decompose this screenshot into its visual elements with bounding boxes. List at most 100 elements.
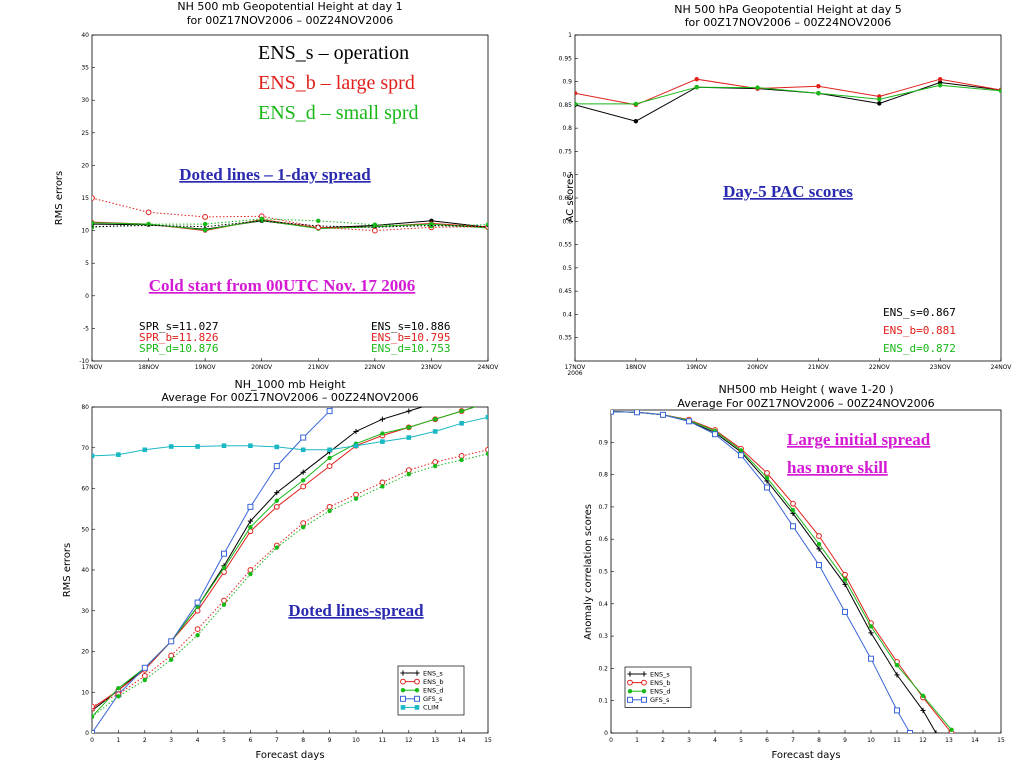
data-point	[247, 503, 254, 510]
data-point	[300, 483, 307, 490]
legend-marker	[400, 688, 406, 693]
y-tick-label: 30	[81, 97, 89, 104]
x-tick-label: 2006	[567, 370, 582, 377]
legend-label: ENS_b	[650, 679, 670, 687]
stat-label: ENS_b=10.795	[371, 331, 450, 344]
stat-label: ENS_d=10.753	[371, 342, 450, 355]
data-point	[433, 417, 438, 422]
data-point	[920, 707, 926, 713]
y-tick-label: 0.5	[598, 569, 608, 576]
x-tick-label: 12	[405, 737, 413, 744]
x-tick-label: 5	[739, 737, 743, 744]
data-point	[406, 408, 412, 414]
data-point	[380, 439, 385, 444]
data-point	[816, 541, 822, 547]
x-tick-label: 17NOV	[82, 364, 104, 371]
data-point	[326, 408, 333, 415]
data-point	[877, 97, 882, 102]
x-tick-label: 21NOV	[308, 364, 330, 371]
stat-label: ENS_s=10.886	[371, 320, 450, 333]
y-axis-label: AC scores	[565, 174, 576, 223]
series-ens-b	[92, 407, 477, 712]
legend-label: CLIM	[423, 704, 439, 712]
data-point	[202, 221, 208, 227]
y-tick-label: 0	[604, 730, 608, 737]
y-axis-label: RMS errors	[54, 171, 65, 226]
series-line-spr-d	[92, 453, 488, 718]
x-tick-label: 9	[843, 737, 847, 744]
y-tick-label: 0.7	[562, 172, 572, 179]
data-point	[195, 633, 200, 638]
data-point	[169, 657, 174, 662]
legend-marker	[641, 689, 647, 694]
data-point	[694, 77, 699, 82]
data-point	[274, 498, 279, 503]
x-tick-label: 4	[713, 737, 717, 744]
legend-label: ENS_d	[423, 687, 443, 695]
x-axis-label: Forecast days	[255, 750, 324, 761]
x-tick-label: 14	[458, 737, 466, 744]
y-axis-label: Anomaly correlation scores	[583, 504, 594, 640]
data-point	[712, 431, 718, 438]
data-point	[327, 455, 332, 461]
legend-marker	[627, 696, 633, 703]
data-point	[877, 101, 882, 106]
data-point	[432, 429, 438, 434]
data-point	[459, 457, 464, 463]
data-point	[485, 222, 488, 227]
legend-marker	[414, 695, 420, 702]
x-tick-label: 21NOV	[808, 364, 830, 371]
y-tick-label: 0.85	[559, 102, 573, 109]
data-point	[429, 223, 434, 229]
y-tick-label: 0.6	[562, 218, 572, 225]
data-point	[247, 567, 254, 573]
data-point	[816, 91, 821, 96]
legend-marker	[627, 671, 633, 677]
data-point	[168, 638, 175, 645]
data-point	[92, 453, 95, 459]
chart-title-line: Average For 00Z17NOV2006 – 00Z24NOV2006	[161, 391, 418, 404]
legend-label: ENS_b	[423, 678, 443, 686]
y-tick-label: 5	[85, 260, 89, 267]
data-point	[168, 652, 175, 659]
y-tick-label: 0.7	[598, 504, 608, 511]
data-point	[998, 88, 1001, 94]
data-point	[686, 418, 692, 425]
data-point	[142, 677, 147, 683]
x-tick-label: 23NOV	[421, 364, 443, 371]
x-tick-label: 17NOV	[565, 364, 587, 371]
series-line-ens-d	[92, 219, 488, 231]
data-point	[145, 209, 152, 216]
x-tick-label: 0	[609, 737, 613, 744]
data-point	[575, 101, 578, 107]
series-description: ENS_b – large sprd	[258, 72, 415, 94]
y-tick-label: 0.2	[598, 665, 608, 672]
data-point	[300, 434, 307, 441]
data-point	[790, 507, 796, 513]
data-point	[816, 84, 821, 89]
data-point	[842, 577, 848, 582]
data-point	[371, 227, 378, 234]
chart-tr: NH 500 hPa Geopotential Height at day 5f…	[559, 3, 1013, 377]
series-line-ens-s	[92, 407, 424, 711]
y-tick-label: 0.75	[559, 148, 573, 155]
data-point	[432, 459, 439, 465]
chart-tl: NH 500 mb Geopotential Height at day 1fo…	[54, 0, 499, 371]
y-tick-label: 40	[81, 567, 89, 574]
y-axis-label: RMS errors	[62, 543, 73, 598]
data-point	[221, 443, 227, 449]
x-tick-label: 13	[431, 737, 439, 744]
y-tick-label: 0.95	[559, 55, 573, 62]
x-tick-label: 24NOV	[478, 364, 500, 371]
data-point	[194, 599, 201, 606]
x-tick-label: 2	[143, 737, 147, 744]
data-point	[790, 523, 796, 530]
data-point	[92, 195, 95, 201]
annotation-text: Large initial spread	[787, 430, 931, 449]
series-clim	[92, 414, 488, 459]
data-point	[459, 408, 464, 414]
stat-label: ENS_d=0.872	[883, 342, 956, 355]
x-tick-label: 5	[222, 737, 226, 744]
